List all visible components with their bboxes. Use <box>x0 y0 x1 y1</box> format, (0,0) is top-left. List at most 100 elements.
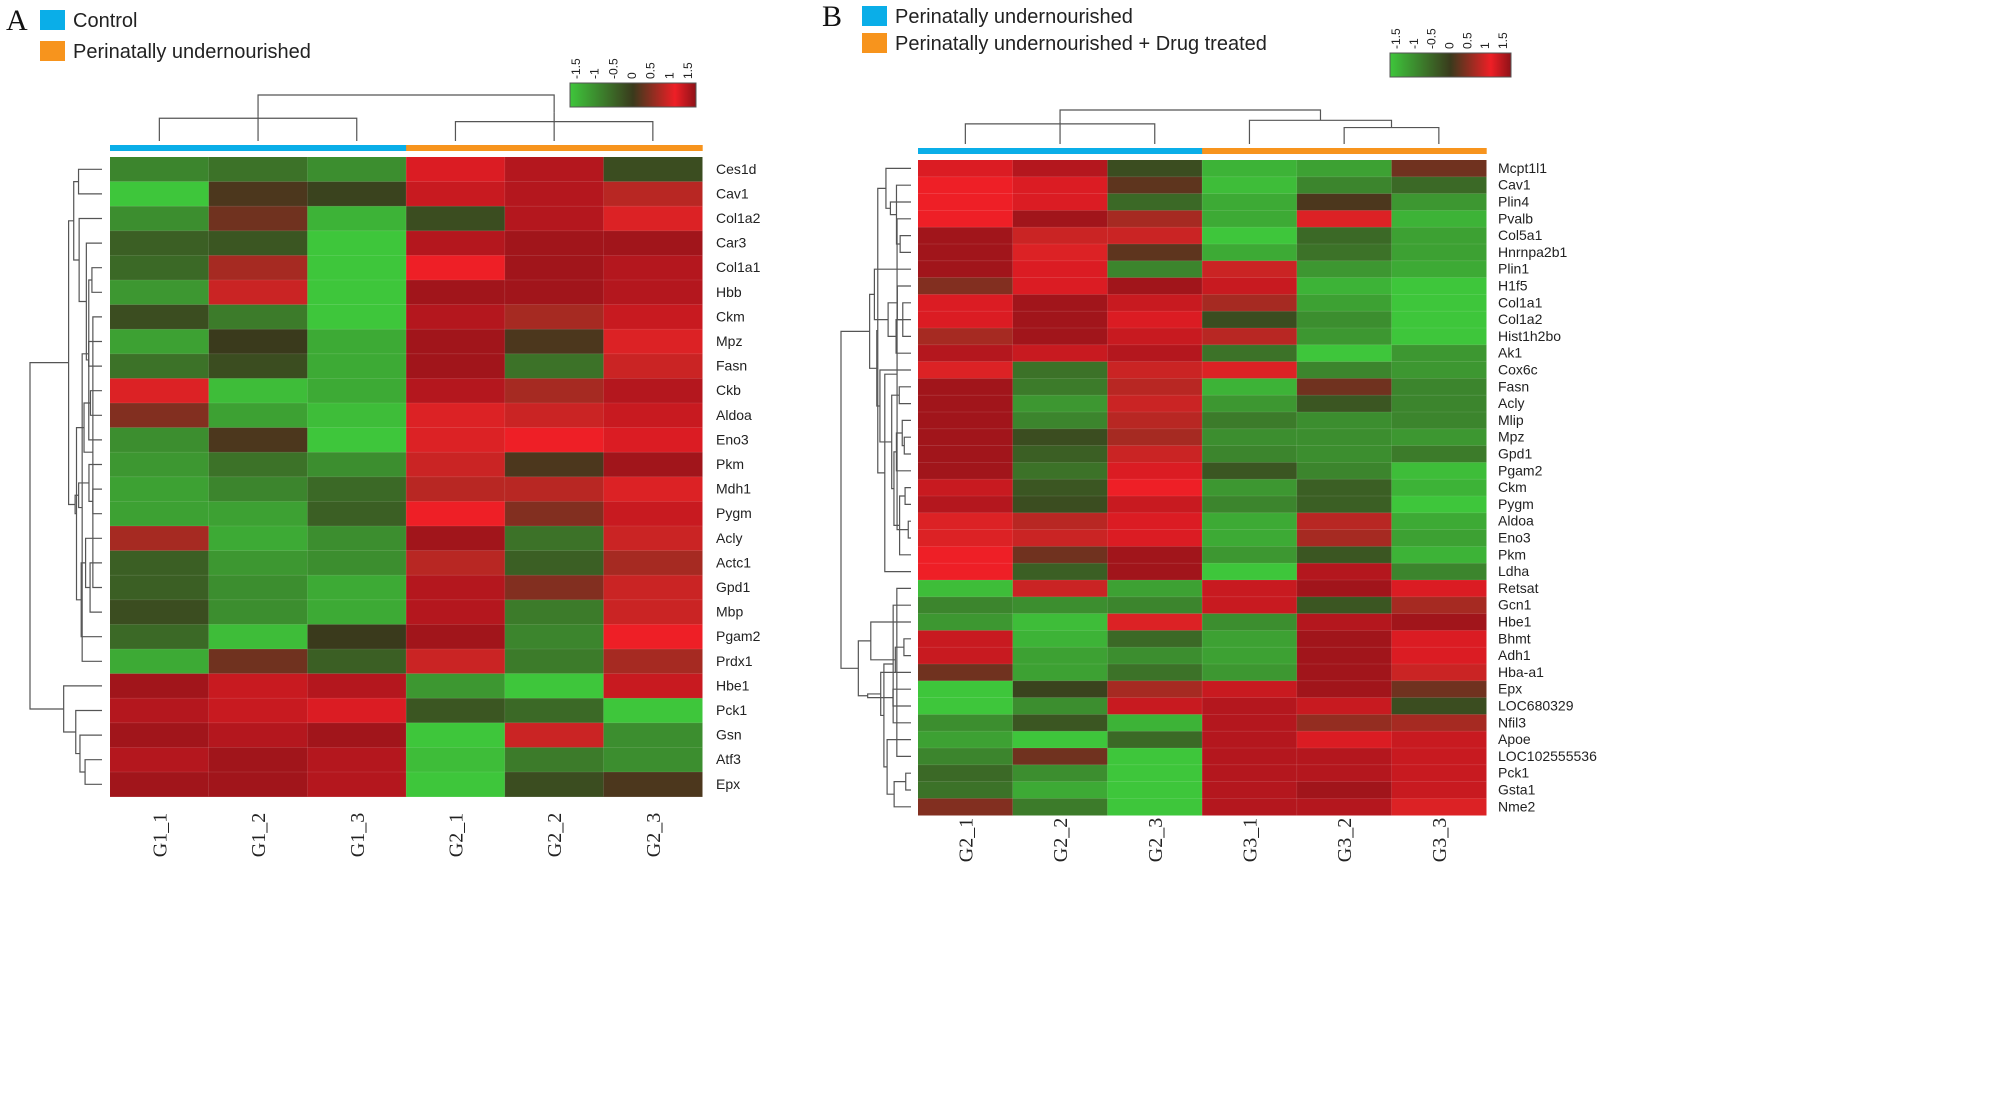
gene-label: Ckm <box>716 308 745 324</box>
heatmap-cell <box>406 230 506 256</box>
heatmap-cell <box>1296 512 1392 530</box>
heatmap-cell <box>208 673 308 699</box>
heatmap-cell <box>406 501 506 527</box>
heatmap-cell <box>307 624 407 650</box>
heatmap-cell <box>307 157 407 182</box>
column-group-bar <box>307 145 407 151</box>
heatmap-cell <box>918 563 1013 581</box>
heatmap-cell <box>1202 176 1298 194</box>
heatmap-cell <box>918 176 1013 194</box>
gene-label: Nfil3 <box>1498 714 1526 730</box>
heatmap-cell <box>110 722 209 748</box>
gene-label: Hbe1 <box>716 677 750 693</box>
heatmap-cell <box>1391 647 1487 665</box>
heatmap-cell <box>406 157 506 182</box>
heatmap-cell <box>1012 798 1108 816</box>
heatmap-cell <box>110 353 209 379</box>
heatmap-cell <box>1107 580 1203 598</box>
column-group-bar <box>406 145 506 151</box>
heatmap-cell <box>504 427 604 453</box>
heatmap-cell <box>406 476 506 502</box>
sample-label: G1_3 <box>347 813 369 857</box>
gene-label: Acly <box>716 530 742 546</box>
heatmap-cell <box>918 680 1013 698</box>
heatmap-cell <box>406 772 506 797</box>
heatmap-cell <box>1012 496 1108 514</box>
heatmap-cell <box>918 294 1013 312</box>
heatmap-cell <box>208 304 308 330</box>
heatmap-cell <box>918 496 1013 514</box>
heatmap-cell <box>110 255 209 281</box>
heatmap-cell <box>1296 227 1392 245</box>
gene-label: Retsat <box>1498 580 1539 596</box>
heatmap-cell <box>1012 714 1108 732</box>
heatmap-cell <box>603 772 703 797</box>
scale-tick-label: 1.5 <box>681 62 695 79</box>
gene-label: Epx <box>716 776 740 792</box>
heatmap-cell <box>918 664 1013 682</box>
heatmap-cell <box>1296 462 1392 480</box>
gene-label: Ces1d <box>716 161 756 177</box>
column-group-bar <box>1012 148 1108 154</box>
heatmap-cell <box>504 599 604 625</box>
heatmap-cell <box>504 624 604 650</box>
heatmap-cell <box>208 698 308 724</box>
heatmap-cell <box>307 329 407 355</box>
gene-label: Ckm <box>1498 479 1527 495</box>
heatmap-cell <box>1202 748 1298 766</box>
heatmap-cell <box>918 428 1013 446</box>
gene-label: Col1a2 <box>1498 311 1543 327</box>
panel-letter: A <box>6 4 28 37</box>
heatmap-cell <box>1202 193 1298 211</box>
heatmap-cell <box>603 378 703 404</box>
scale-tick-label: 1 <box>1478 42 1492 49</box>
heatmap-cell <box>918 596 1013 614</box>
heatmap-cell <box>918 445 1013 463</box>
heatmap-cell <box>208 772 308 797</box>
gene-label: Pygm <box>1498 496 1534 512</box>
heatmap-cell <box>1296 210 1392 228</box>
heatmap-cell <box>1202 277 1298 295</box>
gene-label: Hnrnpa2b1 <box>1498 244 1567 260</box>
gene-label: Mdh1 <box>716 481 751 497</box>
heatmap-cell <box>1202 160 1298 178</box>
heatmap-cell <box>1107 412 1203 430</box>
legend-swatch <box>40 41 65 61</box>
heatmap-cell <box>307 280 407 305</box>
heatmap-cell <box>1107 731 1203 749</box>
heatmap-cell <box>1012 479 1108 497</box>
heatmap-cell <box>1107 714 1203 732</box>
heatmap-cell <box>1296 260 1392 278</box>
heatmap-cell <box>208 624 308 650</box>
heatmap-cell <box>307 747 407 773</box>
heatmap-cell <box>918 647 1013 665</box>
gene-label: Gcn1 <box>1498 597 1532 613</box>
scale-tick-label: -1.5 <box>1389 28 1403 49</box>
heatmap-cell <box>1391 697 1487 715</box>
heatmap-cell <box>307 599 407 625</box>
heatmap-cell <box>1391 193 1487 211</box>
heatmap-cell <box>603 501 703 527</box>
heatmap-cell <box>1107 344 1203 362</box>
heatmap-cell <box>307 255 407 281</box>
heatmap-cell <box>1202 714 1298 732</box>
heatmap-cell <box>1107 546 1203 564</box>
heatmap-cell <box>603 427 703 453</box>
heatmap-cell <box>1012 344 1108 362</box>
gene-label: Pkm <box>716 456 744 472</box>
heatmap-cell <box>1391 764 1487 782</box>
heatmap-cell <box>307 649 407 674</box>
row-dendrogram <box>840 167 911 808</box>
heatmap-cell <box>1202 496 1298 514</box>
panel-letter: B <box>822 0 842 33</box>
column-dendrogram <box>964 109 1440 144</box>
heatmap-cell <box>918 781 1013 799</box>
heatmap-cell <box>918 378 1013 396</box>
heatmap-cell <box>208 353 308 379</box>
heatmap-cell <box>1107 680 1203 698</box>
heatmap-cell <box>110 649 209 674</box>
heatmap-cell <box>1391 378 1487 396</box>
gene-label: Aldoa <box>716 407 752 423</box>
heatmap-cell <box>1391 344 1487 362</box>
heatmap-cell <box>1296 277 1392 295</box>
